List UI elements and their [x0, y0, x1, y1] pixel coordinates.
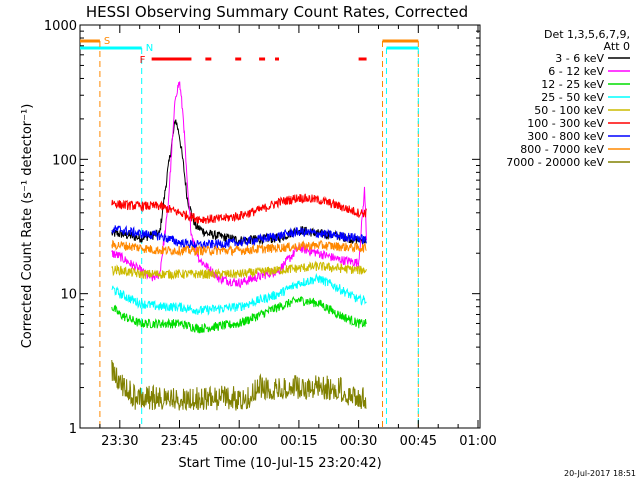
x-tick-label: 00:30 [340, 434, 377, 449]
y-tick-label: 100 [52, 153, 77, 168]
legend-label-1: 3 - 6 keV [555, 52, 604, 65]
legend-label-8: 800 - 7000 keV [520, 143, 604, 156]
x-tick-label: 23:30 [101, 434, 138, 449]
x-tick-label: 01:00 [459, 434, 496, 449]
flare-label: F [140, 55, 146, 66]
legend-label-4: 25 - 50 keV [541, 91, 604, 104]
night-label: N [146, 43, 153, 54]
series-line-1 [111, 119, 367, 247]
series-line-8 [111, 239, 367, 257]
timestamp: 20-Jul-2017 18:51 [564, 469, 636, 478]
series-line-4 [111, 272, 367, 316]
x-axis-label: Start Time (10-Jul-15 23:20:42) [178, 456, 381, 471]
legend-header-line-1: Det 1,3,5,6,7,9, [544, 28, 630, 41]
series-group [111, 81, 367, 411]
x-tick-label: 00:15 [280, 434, 317, 449]
series-line-6 [111, 193, 367, 224]
x-tick-label: 00:00 [220, 434, 257, 449]
legend-label-6: 100 - 300 keV [527, 117, 604, 130]
saa-label: S [104, 36, 110, 47]
legend-label-2: 6 - 12 keV [548, 65, 604, 78]
series-line-5 [111, 260, 367, 281]
series-line-3 [111, 295, 367, 334]
y-tick-label: 10 [60, 288, 77, 303]
series-line-9 [111, 359, 367, 411]
series-line-7 [111, 224, 367, 251]
y-tick-label: 1 [69, 422, 77, 437]
series-line-2 [111, 81, 367, 289]
y-axis-label: Corrected Count Rate (s⁻¹ detector⁻¹) [20, 104, 35, 349]
legend-label-9: 7000 - 20000 keV [506, 156, 604, 169]
y-tick-label: 1000 [44, 19, 77, 34]
plot-frame [79, 24, 481, 429]
axes: 23:30 23:45 00:00 00:15 00:30 00:45 01:00 1 10 10… [44, 19, 497, 449]
legend-header-line-2: Att 0 [604, 40, 630, 53]
x-tick-label: 00:45 [400, 434, 437, 449]
legend-label-5: 50 - 100 keV [534, 104, 604, 117]
legend-label-3: 12 - 25 keV [541, 78, 604, 91]
chart-title: HESSI Observing Summary Count Rates, Cor… [86, 3, 468, 21]
x-tick-label: 23:45 [161, 434, 198, 449]
legend-label-7: 300 - 800 keV [527, 130, 604, 143]
